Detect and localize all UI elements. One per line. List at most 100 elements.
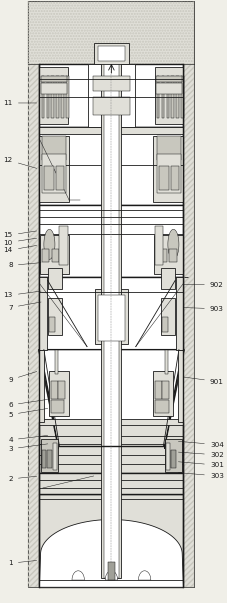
- Bar: [171, 450, 176, 468]
- Bar: [171, 76, 174, 118]
- Bar: [176, 277, 183, 350]
- Bar: [176, 76, 179, 118]
- Bar: [66, 76, 69, 118]
- Bar: [183, 1, 195, 587]
- Bar: [162, 381, 169, 399]
- Text: 2: 2: [8, 476, 37, 482]
- Polygon shape: [39, 520, 183, 587]
- Polygon shape: [105, 571, 118, 580]
- Text: 10: 10: [4, 238, 37, 245]
- Bar: [28, 1, 195, 64]
- Bar: [59, 226, 68, 265]
- Bar: [94, 43, 129, 64]
- Polygon shape: [44, 229, 55, 259]
- Bar: [55, 350, 58, 374]
- Bar: [40, 235, 69, 274]
- Bar: [49, 317, 55, 332]
- Bar: [39, 64, 183, 127]
- Bar: [42, 76, 44, 118]
- Bar: [101, 61, 121, 578]
- Bar: [161, 298, 175, 335]
- Bar: [161, 268, 175, 289]
- Bar: [155, 381, 162, 399]
- Bar: [51, 76, 54, 118]
- Bar: [58, 381, 65, 399]
- Bar: [166, 450, 170, 468]
- Bar: [41, 83, 67, 94]
- Polygon shape: [72, 571, 84, 580]
- Bar: [56, 166, 64, 190]
- Text: 901: 901: [184, 377, 224, 385]
- Bar: [39, 277, 183, 350]
- Bar: [39, 494, 183, 587]
- Bar: [156, 76, 182, 82]
- Bar: [39, 67, 68, 124]
- Bar: [39, 205, 183, 277]
- Bar: [51, 400, 64, 413]
- Bar: [153, 136, 183, 202]
- Bar: [155, 67, 183, 124]
- Bar: [61, 76, 64, 118]
- Bar: [108, 562, 114, 580]
- Text: 302: 302: [178, 452, 224, 458]
- Bar: [93, 76, 130, 91]
- Bar: [166, 443, 170, 470]
- Bar: [157, 154, 181, 193]
- Text: 3: 3: [8, 444, 48, 452]
- Bar: [39, 473, 183, 494]
- Text: 304: 304: [178, 441, 224, 447]
- Bar: [47, 76, 49, 118]
- Bar: [49, 371, 69, 416]
- Text: 13: 13: [4, 291, 41, 298]
- Bar: [39, 1, 183, 587]
- Bar: [52, 249, 59, 262]
- Bar: [47, 450, 52, 468]
- Bar: [39, 136, 69, 202]
- Bar: [39, 127, 183, 134]
- Bar: [171, 166, 179, 190]
- Text: 301: 301: [178, 462, 224, 468]
- Bar: [156, 83, 182, 94]
- Bar: [93, 97, 130, 115]
- Bar: [56, 76, 59, 118]
- Bar: [28, 1, 39, 587]
- Bar: [42, 154, 66, 193]
- Bar: [48, 298, 62, 335]
- Bar: [42, 249, 49, 262]
- Text: 6: 6: [8, 399, 48, 408]
- Polygon shape: [40, 350, 183, 446]
- Text: 8: 8: [8, 262, 41, 268]
- Bar: [104, 61, 119, 578]
- Text: 12: 12: [4, 157, 37, 168]
- Polygon shape: [165, 350, 185, 449]
- Bar: [28, 1, 39, 587]
- Bar: [98, 295, 125, 341]
- Polygon shape: [168, 229, 179, 259]
- Bar: [53, 443, 57, 470]
- Bar: [167, 76, 169, 118]
- Bar: [42, 450, 46, 468]
- Bar: [39, 277, 47, 350]
- Bar: [51, 381, 58, 399]
- Bar: [154, 235, 183, 274]
- Bar: [178, 350, 183, 422]
- Text: 303: 303: [178, 473, 224, 479]
- Bar: [98, 46, 125, 61]
- Polygon shape: [38, 350, 58, 449]
- Text: 5: 5: [8, 408, 48, 418]
- Bar: [169, 249, 177, 262]
- Bar: [162, 76, 164, 118]
- Bar: [181, 76, 184, 118]
- Bar: [95, 289, 128, 344]
- Bar: [39, 422, 183, 473]
- Bar: [28, 1, 195, 64]
- Bar: [41, 438, 58, 472]
- Bar: [42, 136, 66, 160]
- Bar: [155, 400, 168, 413]
- Bar: [159, 249, 167, 262]
- Text: 1: 1: [8, 560, 37, 566]
- Bar: [162, 317, 168, 332]
- Bar: [153, 371, 173, 416]
- Polygon shape: [138, 571, 151, 580]
- Bar: [44, 166, 54, 190]
